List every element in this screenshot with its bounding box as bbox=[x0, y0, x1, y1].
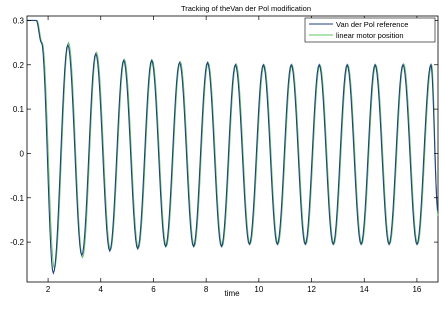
x-tick-label: 8 bbox=[204, 285, 209, 294]
x-tick-label: 10 bbox=[254, 285, 263, 294]
x-tick-label: 6 bbox=[151, 285, 156, 294]
legend-label-van-der-pol-reference: Van der Pol reference bbox=[336, 20, 408, 29]
legend-label-linear-motor-position: linear motor position bbox=[336, 31, 404, 40]
y-axis: -0.2 -0.1 0 0.1 0.2 0.3 bbox=[10, 16, 438, 247]
legend: Van der Pol reference linear motor posit… bbox=[304, 17, 436, 43]
x-tick-label: 12 bbox=[307, 285, 316, 294]
chart-title: Tracking of theVan der Pol modification bbox=[181, 4, 311, 13]
legend-box bbox=[304, 17, 436, 43]
y-tick-label: -0.2 bbox=[10, 238, 24, 247]
series-line-linear-motor-position bbox=[27, 19, 439, 271]
x-axis: 2 4 6 8 10 12 14 16 bbox=[46, 16, 422, 294]
series-line-van-der-pol-reference bbox=[27, 19, 439, 275]
y-tick-label: -0.1 bbox=[10, 194, 24, 203]
y-tick-label: 0.1 bbox=[13, 105, 25, 114]
y-tick-label: 0.3 bbox=[13, 16, 25, 25]
y-tick-label: 0.2 bbox=[13, 61, 25, 70]
x-tick-label: 14 bbox=[360, 285, 369, 294]
series-layer bbox=[27, 19, 439, 275]
y-tick-label: 0 bbox=[20, 149, 25, 158]
x-axis-label: time bbox=[224, 289, 240, 298]
x-tick-label: 4 bbox=[99, 285, 104, 294]
x-tick-label: 2 bbox=[46, 285, 51, 294]
x-tick-label: 16 bbox=[412, 285, 421, 294]
